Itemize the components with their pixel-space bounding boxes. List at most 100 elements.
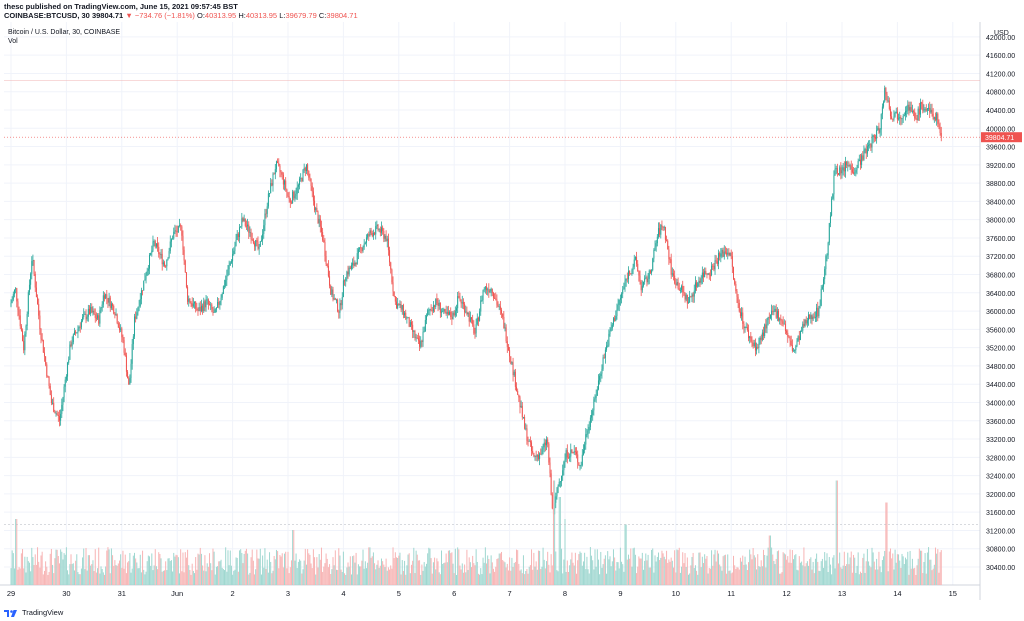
candle-body: [798, 336, 800, 341]
volume-bar: [689, 573, 691, 585]
candle-body: [91, 306, 93, 313]
volume-bar: [110, 548, 112, 585]
volume-bar: [919, 550, 921, 585]
high-label: H:: [238, 11, 246, 20]
volume-bar: [445, 553, 447, 585]
candle-body: [708, 273, 710, 275]
candle-body: [290, 202, 292, 204]
volume-bar: [154, 549, 156, 585]
candle-body: [87, 308, 89, 317]
candle-body: [768, 317, 770, 319]
candle-body: [712, 265, 714, 267]
open-value: 40313.95: [204, 11, 237, 20]
volume-bar: [597, 559, 599, 585]
volume-bar: [821, 558, 823, 585]
candle-body: [394, 296, 396, 302]
volume-bar: [330, 574, 332, 585]
candle-body: [58, 416, 60, 421]
volume-bar: [12, 553, 14, 585]
volume-bar: [390, 565, 392, 585]
volume-bar: [557, 571, 559, 585]
volume-bar: [765, 567, 767, 585]
candle-body: [378, 229, 380, 230]
volume-bar: [227, 550, 229, 585]
volume-bar: [607, 551, 609, 585]
publish-info: thesc published on TradingView.com, June…: [4, 2, 238, 11]
candle-body: [108, 297, 110, 303]
volume-bar: [10, 568, 12, 585]
candle-body: [551, 494, 553, 509]
volume-bar: [307, 549, 309, 585]
candle-body: [304, 167, 306, 172]
volume-bar: [922, 573, 924, 585]
candle-body: [404, 312, 406, 316]
volume-bar: [699, 552, 701, 585]
candle-body: [818, 308, 820, 317]
volume-bar: [93, 571, 95, 585]
candle-body: [492, 293, 494, 298]
candle-body: [64, 379, 66, 387]
candle-body: [772, 310, 774, 312]
candle-body: [714, 260, 716, 270]
volume-bar: [588, 573, 590, 585]
candle-body: [43, 352, 45, 357]
candle-body: [514, 371, 516, 387]
candle-body: [482, 290, 484, 301]
candle-body: [678, 288, 680, 291]
volume-bar: [585, 569, 587, 585]
volume-bar: [519, 570, 521, 585]
volume-bar: [94, 549, 96, 585]
candlestick-chart[interactable]: 39804.7130400.0030800.0031200.0031600.00…: [0, 22, 1024, 600]
candle-body: [734, 279, 736, 284]
candle-body: [225, 280, 227, 286]
volume-bar: [705, 558, 707, 585]
volume-bar: [420, 574, 422, 585]
candle-body: [791, 345, 793, 351]
candle-body: [928, 107, 930, 109]
candle-body: [719, 253, 721, 257]
candle-body: [230, 261, 232, 263]
candle-body: [521, 405, 523, 418]
volume-bar: [656, 556, 658, 585]
candle-body: [618, 299, 620, 305]
candle-body: [919, 102, 921, 115]
volume-bar: [82, 557, 84, 585]
candle-body: [150, 252, 152, 255]
volume-bar: [555, 551, 557, 585]
candle-body: [441, 311, 443, 313]
volume-bar: [741, 561, 743, 585]
candle-body: [347, 271, 349, 275]
candle-body: [37, 297, 39, 305]
volume-bar: [576, 573, 578, 585]
candle-body: [101, 304, 103, 309]
volume-bar: [749, 549, 751, 585]
candle-body: [331, 289, 333, 295]
volume-bar: [539, 550, 541, 585]
volume-bar: [344, 573, 346, 585]
chart-area[interactable]: 39804.71 30400.00 30800.00 31200.00 31600.00…: [0, 22, 1024, 600]
candle-body: [327, 265, 329, 277]
volume-bar: [398, 555, 400, 585]
volume-bar: [795, 554, 797, 585]
candle-body: [869, 144, 871, 146]
candle-body: [736, 290, 738, 297]
volume-bar: [342, 551, 344, 585]
volume-bar: [929, 559, 931, 585]
candle-body: [233, 250, 235, 255]
candle-body: [149, 254, 150, 269]
volume-bar: [265, 568, 267, 585]
x-tick-label: 9: [618, 589, 622, 598]
candle-body: [454, 310, 456, 316]
volume-bar: [536, 569, 538, 585]
candle-body: [271, 183, 273, 186]
candle-body: [22, 330, 24, 341]
volume-bar: [37, 547, 39, 585]
volume-bar: [826, 553, 828, 585]
candle-body: [525, 428, 527, 430]
candle-body: [346, 271, 348, 279]
volume-bar: [251, 549, 253, 585]
volume-bar: [772, 554, 774, 585]
volume-bar: [527, 573, 529, 585]
candle-body: [461, 302, 463, 304]
candle-body: [224, 285, 226, 287]
